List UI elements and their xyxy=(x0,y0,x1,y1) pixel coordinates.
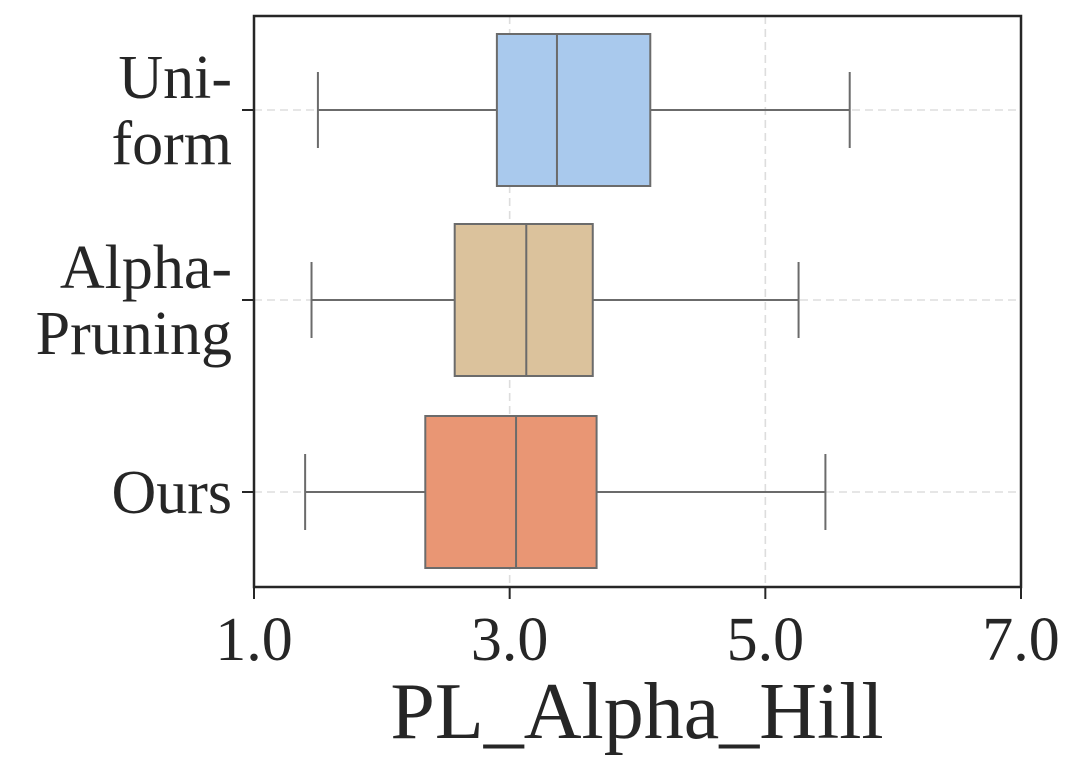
category-label-line: Uni- xyxy=(118,44,232,112)
category-label-line: Ours xyxy=(111,459,232,527)
x-tick-label: 7.0 xyxy=(982,606,1060,674)
box-0 xyxy=(316,33,851,187)
y-axis-ticks: Uni-form Alpha-Pruning Ours xyxy=(36,44,254,527)
plot-frame xyxy=(252,14,1023,589)
iqr-box xyxy=(453,223,594,377)
x-tick-label: 3.0 xyxy=(471,606,549,674)
box-1 xyxy=(310,223,800,377)
category-label-line: Pruning xyxy=(36,300,232,368)
category-label: Ours xyxy=(111,459,232,527)
category-label-line: Alpha- xyxy=(60,234,232,302)
x-axis-title: PL_Alpha_Hill xyxy=(390,668,883,756)
x-tick-label: 1.0 xyxy=(215,606,293,674)
category-label: Alpha-Pruning xyxy=(36,234,232,368)
box-series xyxy=(304,33,851,569)
box-2 xyxy=(304,415,827,569)
category-label-line: form xyxy=(111,110,232,178)
iqr-box xyxy=(495,33,652,187)
category-label: Uni-form xyxy=(111,44,232,178)
x-axis-ticks: 1.0 3.0 5.0 7.0 xyxy=(215,587,1060,674)
iqr-box xyxy=(424,415,598,569)
x-tick-label: 5.0 xyxy=(727,606,805,674)
